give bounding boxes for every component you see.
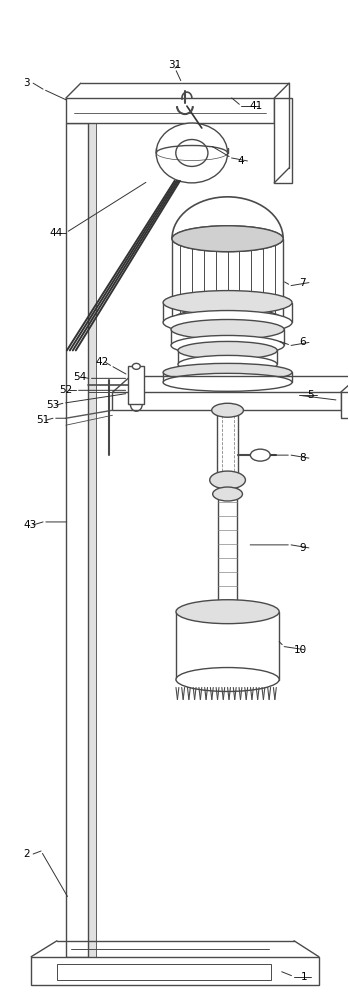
Bar: [217, 410, 238, 480]
Text: 7: 7: [299, 278, 306, 288]
Text: 51: 51: [36, 415, 49, 425]
Text: 4: 4: [238, 156, 244, 166]
Text: 10: 10: [294, 645, 307, 655]
Ellipse shape: [176, 668, 279, 691]
Text: 2: 2: [23, 849, 30, 859]
Text: 8: 8: [299, 453, 306, 463]
Ellipse shape: [176, 600, 279, 624]
Bar: [66, 98, 274, 123]
Ellipse shape: [176, 140, 208, 166]
Ellipse shape: [172, 226, 283, 252]
Ellipse shape: [210, 471, 245, 489]
Bar: [341, 392, 349, 418]
Bar: [66, 123, 88, 957]
Ellipse shape: [163, 373, 292, 391]
Ellipse shape: [132, 363, 140, 369]
Text: 54: 54: [73, 372, 86, 382]
Ellipse shape: [163, 311, 292, 334]
Ellipse shape: [212, 473, 244, 487]
Text: 43: 43: [23, 520, 36, 530]
Ellipse shape: [171, 335, 284, 355]
Ellipse shape: [172, 226, 283, 252]
Text: 5: 5: [307, 390, 313, 400]
Bar: [112, 392, 341, 410]
Text: 31: 31: [168, 60, 181, 70]
Text: 53: 53: [46, 400, 59, 410]
Ellipse shape: [250, 449, 270, 461]
Bar: [57, 964, 271, 980]
Ellipse shape: [212, 403, 244, 417]
Text: 3: 3: [23, 78, 30, 88]
Text: 52: 52: [59, 385, 72, 395]
Bar: [128, 366, 144, 404]
Ellipse shape: [172, 308, 283, 333]
Ellipse shape: [178, 341, 277, 359]
Bar: [274, 98, 292, 183]
Bar: [31, 957, 319, 985]
Ellipse shape: [178, 355, 277, 373]
Text: 1: 1: [301, 972, 307, 982]
Ellipse shape: [163, 291, 292, 315]
Text: 41: 41: [250, 101, 263, 111]
Bar: [218, 480, 238, 612]
Bar: [74, 123, 88, 957]
Text: 9: 9: [299, 543, 306, 553]
Ellipse shape: [171, 320, 284, 339]
Bar: [88, 123, 96, 957]
Ellipse shape: [213, 487, 243, 501]
Ellipse shape: [156, 123, 228, 183]
Ellipse shape: [163, 363, 292, 381]
Text: 42: 42: [96, 357, 109, 367]
Text: 6: 6: [299, 337, 306, 347]
Text: 44: 44: [49, 228, 62, 238]
